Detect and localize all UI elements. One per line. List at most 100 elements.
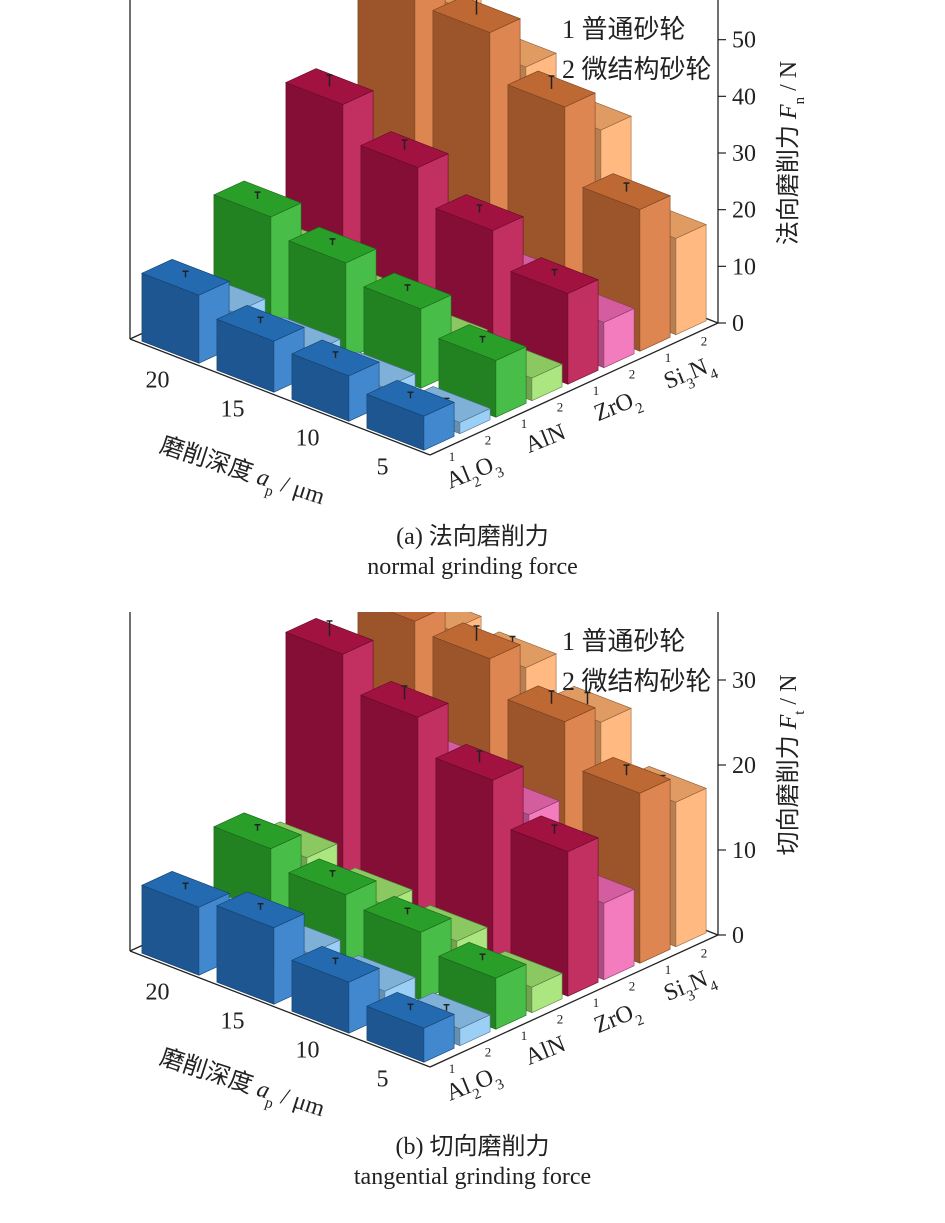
z-tick-label: 0: [732, 923, 744, 949]
bar-top-face: [432, 0, 521, 33]
wheel-tick-label: 2: [701, 945, 708, 960]
material-label-part2-sub: 4: [708, 366, 721, 384]
z-axis-label-var: F: [776, 104, 802, 120]
material-label-part1-sub: 2: [634, 1012, 647, 1030]
depth-axis-label-prefix: 磨削深度: [156, 431, 261, 488]
depth-axis-label-unit: / μm: [272, 470, 328, 510]
caption-normal-zh: (a) 法向磨削力: [396, 524, 549, 550]
material-label-part1-sub: 2: [634, 400, 647, 418]
z-axis-label-sub: n: [792, 96, 808, 104]
material-label-part1: Al: [442, 461, 474, 494]
z-tick-label: 30: [732, 141, 756, 167]
depth-tick-label: 5: [377, 455, 389, 481]
caption-normal: (a) 法向磨削力 normal grinding force: [0, 522, 945, 582]
caption-normal-en: normal grinding force: [367, 554, 578, 580]
wheel-tick-label: 1: [449, 1061, 456, 1076]
depth-axis-label-unit: / μm: [272, 1082, 328, 1122]
wheel-tick-label: 1: [665, 962, 672, 977]
depth-tick-label: 10: [296, 1038, 320, 1064]
depth-tick-label: 10: [296, 426, 320, 452]
bar-Al2O3-wheel1-depth5: [366, 991, 455, 1063]
legend-entry: 1 普通砂轮: [562, 627, 686, 656]
legend-entry: 1 普通砂轮: [562, 15, 686, 44]
bar-top-face: [507, 70, 596, 108]
bar-ZrO2-wheel1-depth5: [510, 815, 599, 997]
material-label: AlN: [521, 1031, 569, 1071]
bar-right-face: [567, 279, 599, 385]
wheel-tick-label: 1: [593, 383, 600, 398]
frame-line: [429, 934, 719, 1068]
bar-top-face: [363, 272, 452, 310]
wheel-tick-label: 2: [557, 399, 564, 414]
z-tick-label: 30: [732, 668, 756, 694]
z-tick-label: 20: [732, 198, 756, 224]
depth-ticks: 20 15 10 5: [146, 980, 389, 1093]
depth-tick-label: 5: [377, 1067, 389, 1093]
bar-right-face: [675, 224, 707, 336]
material-label-part2-sub: 3: [494, 464, 507, 482]
bar-right-face: [567, 837, 599, 997]
wheel-tick-label: 2: [701, 333, 708, 348]
wheel-tick-label: 1: [521, 416, 528, 431]
z-tick-label: 10: [732, 838, 756, 864]
bar-top-face: [291, 339, 380, 377]
material-label-part2-sub: 3: [494, 1076, 507, 1094]
z-axis-label-var: F: [776, 714, 802, 730]
z-axis-label-sub: t: [792, 710, 808, 715]
depth-tick-label: 20: [146, 980, 170, 1006]
wheel-tick-label: 1: [665, 350, 672, 365]
frame-line: [129, 338, 431, 456]
z-axis-label-prefix: 切向磨削力: [775, 729, 802, 855]
depth-axis-label-prefix: 磨削深度: [156, 1043, 261, 1100]
wheel-tick-label: 1: [593, 995, 600, 1010]
wheel-tick-label: 2: [485, 432, 492, 447]
z-tick-label: 10: [732, 254, 756, 280]
bar-top-face: [390, 612, 436, 622]
bar-right-face: [639, 778, 671, 964]
bar-Al2O3-wheel1-depth5: [366, 379, 455, 451]
wheel-tick-label: 1: [449, 449, 456, 464]
wheel-tick-label: 2: [629, 366, 636, 381]
z-tick-label: 50: [732, 28, 756, 54]
z-axis-label-prefix: 法向磨削力: [775, 119, 802, 245]
frame-line: [129, 950, 431, 1068]
material-label: AlN: [521, 419, 569, 459]
z-axis-label: 切向磨削力 Ft / N: [775, 675, 808, 856]
depth-ticks: 20 15 10 5: [146, 368, 389, 481]
legend-entry: 2 微结构砂轮: [562, 55, 712, 84]
bar-Al2O3-wheel1-depth15: [216, 891, 305, 1005]
caption-tangential-zh: (b) 切向磨削力: [395, 1134, 550, 1160]
bar-right-face: [675, 787, 707, 948]
wheel-tick-label: 2: [629, 978, 636, 993]
bar-right-face: [603, 888, 635, 981]
bars: [141, 612, 707, 1063]
z-tick-label: 40: [732, 84, 756, 110]
wheel-tick-label: 1: [521, 1028, 528, 1043]
wheel-tick-label: 2: [557, 1011, 564, 1026]
z-axis-label: 法向磨削力 Fn / N: [775, 61, 808, 245]
material-label-part1: AlN: [521, 1031, 569, 1071]
z-axis-label-unit: / N: [776, 675, 802, 711]
z-tick-label: 20: [732, 753, 756, 779]
frame-line: [429, 322, 719, 456]
z-axis-label-unit: / N: [776, 61, 802, 97]
bar-Al2O3-wheel1-depth10: [291, 945, 380, 1034]
bar-top-face: [288, 226, 377, 264]
legend: 1 普通砂轮 2 微结构砂轮: [562, 15, 712, 84]
depth-tick-label: 15: [221, 397, 245, 423]
legend: 1 普通砂轮 2 微结构砂轮: [562, 627, 712, 696]
z-ticks: 0102030405060: [718, 28, 756, 337]
caption-tangential-en: tangential grinding force: [353, 1164, 592, 1190]
material-label-part2-sub: 4: [708, 978, 721, 996]
depth-tick-label: 20: [146, 368, 170, 394]
caption-tangential: (b) 切向磨削力 tangential grinding force: [0, 1132, 945, 1192]
depth-tick-label: 15: [221, 1009, 245, 1035]
bar-right-face: [639, 195, 671, 352]
z-tick-label: 0: [732, 311, 744, 337]
bar-top-face: [213, 180, 302, 218]
